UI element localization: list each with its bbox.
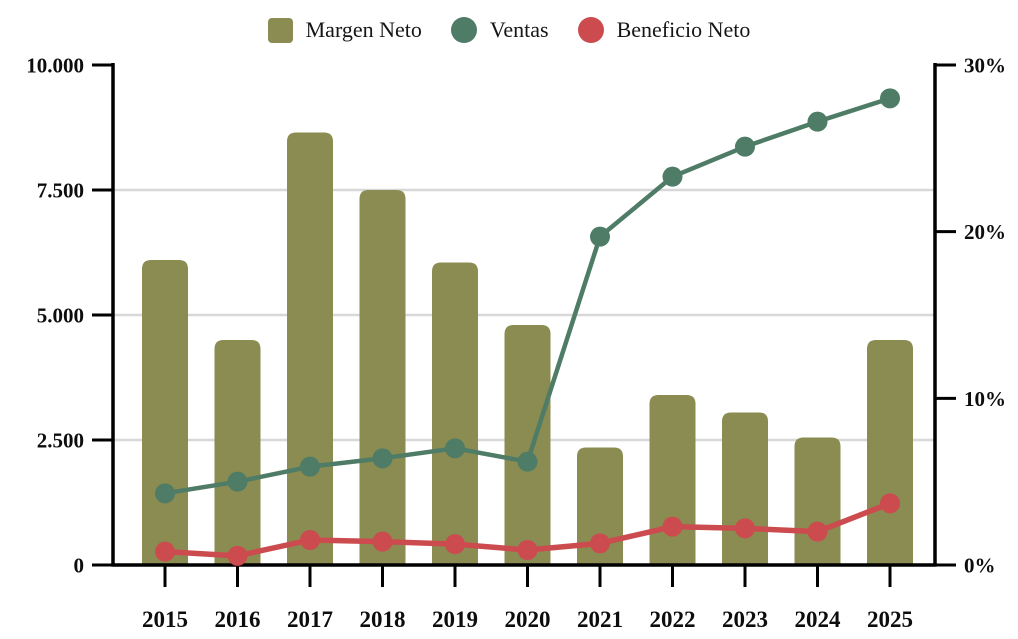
legend-label-ventas: Ventas	[489, 17, 549, 42]
ventas-point-2024	[807, 111, 828, 132]
x-tick-label-2015: 2015	[142, 607, 188, 632]
beneficio-neto-point-2023	[735, 518, 755, 539]
y-right-tick-label-0: 0%	[964, 554, 996, 578]
y-left-tick-label-10000: 10.000	[26, 54, 84, 78]
x-tick-label-2025: 2025	[867, 607, 913, 632]
y-right-tick-label-30: 30%	[964, 54, 1006, 78]
margen-neto-swatch-icon	[267, 17, 293, 43]
ventas-point-2023	[735, 136, 755, 157]
ventas-point-2016	[227, 471, 248, 492]
bar-2024	[794, 437, 841, 566]
x-tick-label-2020: 2020	[505, 607, 551, 632]
ventas-point-2017	[300, 456, 320, 477]
beneficio-neto-point-2025	[880, 493, 900, 514]
x-tick-label-2022: 2022	[650, 607, 696, 632]
bar-2015	[142, 260, 188, 566]
ventas-swatch-icon	[450, 17, 477, 43]
y-right-tick-label-20: 20%	[964, 220, 1006, 244]
x-tick-label-2024: 2024	[795, 607, 842, 632]
ventas-point-2021	[590, 226, 610, 247]
legend-item-margen-neto: Margen Neto	[267, 17, 422, 43]
ventas-point-2015	[155, 483, 175, 504]
y-left-tick-label-7500: 7.500	[37, 179, 84, 203]
beneficio-neto-swatch-icon	[577, 17, 604, 43]
x-tick-label-2021: 2021	[577, 607, 623, 632]
beneficio-neto-point-2017	[300, 530, 320, 550]
beneficio-neto-point-2020	[517, 540, 538, 560]
x-tick-label-2018: 2018	[360, 607, 406, 632]
beneficio-neto-point-2018	[372, 531, 393, 552]
bar-2025	[867, 340, 913, 566]
x-tick-label-2023: 2023	[722, 607, 768, 632]
bar-2020	[504, 325, 551, 566]
beneficio-neto-point-2019	[445, 534, 465, 555]
ventas-point-2025	[880, 88, 900, 109]
beneficio-neto-point-2022	[662, 516, 683, 537]
legend-label-margen-neto: Margen Neto	[305, 17, 422, 42]
y-right-tick-label-10: 10%	[964, 387, 1006, 411]
bar-2017	[287, 132, 333, 566]
beneficio-neto-point-2015	[155, 541, 175, 562]
ventas-point-2022	[662, 166, 683, 187]
bar-2021	[577, 447, 623, 566]
bar-2023	[722, 412, 768, 566]
beneficio-neto-point-2021	[590, 533, 610, 554]
x-tick-label-2016: 2016	[215, 607, 261, 632]
legend-item-beneficio-neto: Beneficio Neto	[577, 17, 751, 43]
bar-2018	[359, 190, 406, 566]
legend-label-beneficio-neto: Beneficio Neto	[616, 17, 751, 42]
bar-2019	[432, 262, 478, 566]
ventas-point-2018	[372, 448, 393, 469]
y-left-tick-label-0: 0	[74, 554, 85, 578]
y-left-tick-label-5000: 5.000	[37, 304, 84, 328]
bar-2016	[214, 340, 261, 566]
bar-2022	[649, 395, 696, 566]
chart-legend: Margen Neto Ventas Beneficio Neto	[0, 10, 1018, 50]
legend-item-ventas: Ventas	[450, 17, 549, 43]
y-left-tick-label-2500: 2.500	[37, 429, 84, 453]
x-tick-label-2017: 2017	[287, 607, 333, 632]
ventas-point-2020	[517, 451, 538, 472]
ventas-point-2019	[445, 438, 465, 459]
beneficio-neto-point-2016	[227, 545, 248, 566]
x-tick-label-2019: 2019	[432, 607, 478, 632]
beneficio-neto-point-2024	[807, 521, 828, 542]
